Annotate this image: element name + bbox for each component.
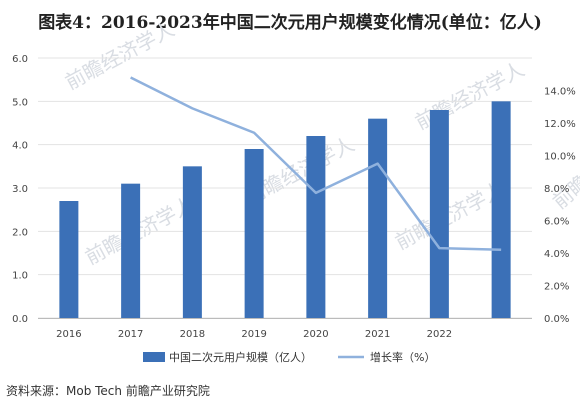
y-right-tick-label: 14.0% xyxy=(544,87,576,98)
watermark-text: 前瞻经济学人 xyxy=(548,118,580,214)
x-tick-label: 2018 xyxy=(180,329,205,340)
x-tick-label: 2020 xyxy=(303,329,328,340)
chart-title: 图表4：2016-2023年中国二次元用户规模变化情况(单位：亿人) xyxy=(38,13,542,33)
y-left-tick-label: 6.0 xyxy=(12,54,28,65)
bar xyxy=(306,136,326,318)
source-note: 资料来源：Mob Tech 前瞻产业研究院 xyxy=(6,384,210,398)
x-tick-label: 2022 xyxy=(427,329,452,340)
y-left-tick-label: 1.0 xyxy=(12,271,28,282)
y-left-tick-label: 5.0 xyxy=(12,97,28,108)
watermark-text: 前瞻经济学人 xyxy=(61,17,178,95)
bar xyxy=(368,118,388,319)
y-left-tick-label: 0.0 xyxy=(12,314,28,325)
legend-bar-swatch xyxy=(143,352,165,362)
bar xyxy=(121,183,141,318)
y-right-tick-label: 2.0% xyxy=(544,282,569,293)
y-left-tick-label: 3.0 xyxy=(12,184,28,195)
line-series xyxy=(130,76,502,251)
watermark-text: 前瞻经济学人 xyxy=(411,57,528,135)
y-right-tick-label: 4.0% xyxy=(544,249,569,260)
chart-svg: 前瞻经济学人前瞻经济学人前瞻经济学人前瞻经济学人前瞻经济学人前瞻经济学人 0.0… xyxy=(12,17,580,364)
bar-series xyxy=(59,101,511,319)
y-right-tick-label: 6.0% xyxy=(544,217,569,228)
y-right-tick-label: 12.0% xyxy=(544,119,576,130)
legend-line-label: 增长率（%） xyxy=(370,350,435,364)
axes: 0.0 1.0 2.0 3.0 4.0 5.0 6.0 0.0% 2.0% 4.0% 6.0% 8.0… xyxy=(12,54,576,340)
bar xyxy=(244,149,264,318)
x-tick-label: 2019 xyxy=(241,329,266,340)
legend-bar-label: 中国二次元用户规模（亿人） xyxy=(169,350,312,364)
bar xyxy=(491,101,511,318)
watermark-text: 前瞻经济学人 xyxy=(391,177,508,255)
y-left-tick-label: 2.0 xyxy=(12,227,28,238)
y-right-tick-label: 8.0% xyxy=(544,184,569,195)
bar xyxy=(182,166,202,318)
x-tick-label: 2021 xyxy=(365,329,390,340)
bar xyxy=(429,110,449,318)
x-tick-label: 2017 xyxy=(118,329,143,340)
x-tick-label: 2016 xyxy=(56,329,81,340)
bar xyxy=(59,201,79,318)
y-right-tick-label: 0.0% xyxy=(544,314,569,325)
legend: 中国二次元用户规模（亿人） 增长率（%） xyxy=(143,350,435,364)
y-left-tick-label: 4.0 xyxy=(12,141,28,152)
y-right-tick-label: 10.0% xyxy=(544,152,576,163)
